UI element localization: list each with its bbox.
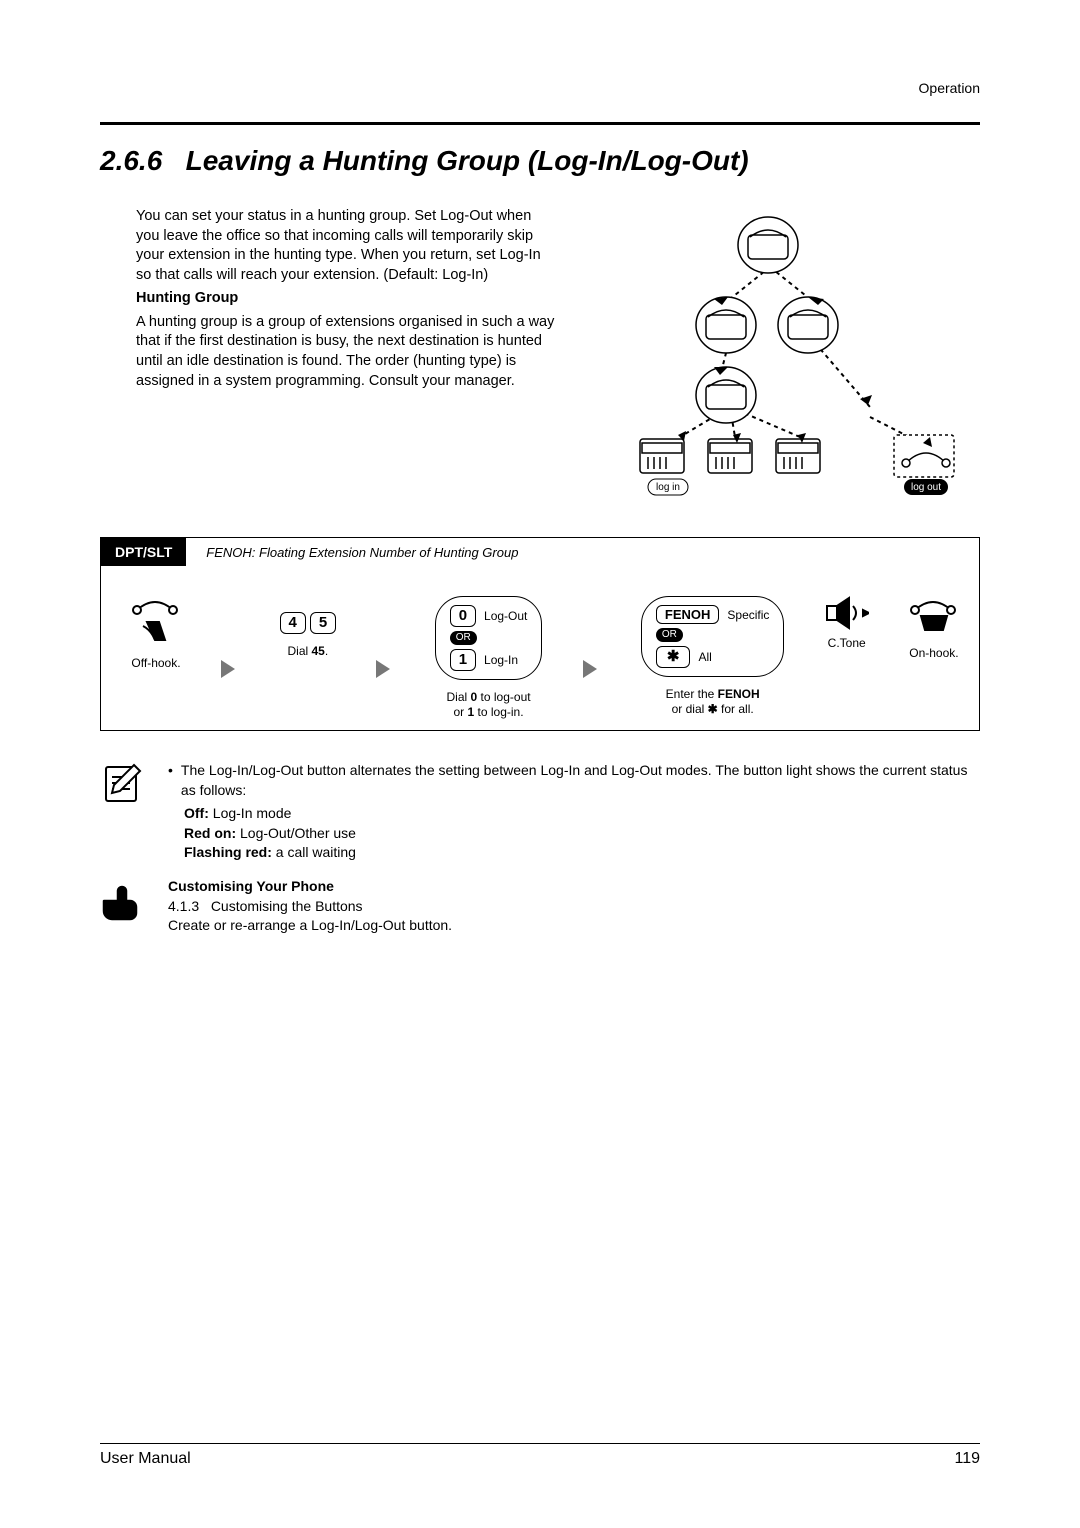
logout-label: log out xyxy=(911,482,941,493)
or-pill: OR xyxy=(450,631,477,645)
note-redon-label: Red on: xyxy=(184,825,236,841)
login-label: log in xyxy=(656,482,680,493)
note-redon-text: Log-Out/Other use xyxy=(236,825,356,841)
label-all: All xyxy=(698,650,711,664)
speaker-icon xyxy=(825,596,869,630)
keycap-0: 0 xyxy=(450,605,476,627)
arrow-icon xyxy=(221,660,239,683)
keycap-1: 1 xyxy=(450,649,476,671)
or-pill: OR xyxy=(656,628,683,642)
onhook-caption: On-hook. xyxy=(909,646,958,661)
dial01-caption: Dial 0 to log-out or 1 to log-in. xyxy=(447,690,531,720)
step-ctone: C.Tone xyxy=(825,596,869,650)
step-logout-login: 0 Log-Out OR 1 Log-In Dial 0 to log-out … xyxy=(435,596,543,720)
onhook-icon xyxy=(909,596,959,636)
step-onhook: On-hook. xyxy=(909,596,959,661)
keycap-fenoh: FENOH xyxy=(656,605,720,624)
customising-text: Create or re-arrange a Log-In/Log-Out bu… xyxy=(168,916,452,936)
procedure-subtitle: FENOH: Floating Extension Number of Hunt… xyxy=(206,545,518,560)
step-fenoh: FENOH Specific OR ✱ All Enter the FENOH … xyxy=(641,596,785,717)
page-footer: User Manual 119 xyxy=(100,1443,980,1468)
arrow-icon xyxy=(583,660,601,683)
customising-heading: Customising Your Phone xyxy=(168,877,452,897)
hunting-group-diagram: log in log out xyxy=(580,207,980,507)
note-block: • The Log-In/Log-Out button alternates t… xyxy=(100,761,980,863)
intro-paragraph: You can set your status in a hunting gro… xyxy=(136,207,556,285)
note-lead-text: The Log-In/Log-Out button alternates the… xyxy=(181,761,980,800)
fenoh-caption: Enter the FENOH or dial ✱ for all. xyxy=(666,687,760,717)
note-flash-text: a call waiting xyxy=(272,844,356,860)
section-title-text: Leaving a Hunting Group (Log-In/Log-Out) xyxy=(186,145,749,176)
section-number: 2.6.6 xyxy=(100,145,162,176)
footer-left: User Manual xyxy=(100,1450,191,1468)
customising-block: Customising Your Phone 4.1.3 Customising… xyxy=(100,877,980,936)
notepad-icon xyxy=(100,761,150,863)
step-dial-45: 4 5 Dial 45. xyxy=(280,596,337,659)
procedure-box: DPT/SLT FENOH: Floating Extension Number… xyxy=(100,537,980,731)
hunting-group-paragraph: A hunting group is a group of extensions… xyxy=(136,313,556,391)
step-offhook: Off-hook. xyxy=(131,596,181,671)
hunting-group-heading: Hunting Group xyxy=(136,290,238,306)
note-flash-label: Flashing red: xyxy=(184,844,272,860)
label-specific: Specific xyxy=(727,608,769,622)
note-off-label: Off: xyxy=(184,805,209,821)
keycap-star: ✱ xyxy=(656,646,691,668)
customising-ref-title: Customising the Buttons xyxy=(211,898,363,914)
dial45-caption: Dial 45. xyxy=(287,644,328,659)
keycap-4: 4 xyxy=(280,612,306,634)
bullet: • xyxy=(168,761,173,800)
label-login: Log-In xyxy=(484,653,518,667)
ctone-label: C.Tone xyxy=(828,636,866,650)
customising-ref: 4.1.3 xyxy=(168,898,199,914)
label-logout: Log-Out xyxy=(484,609,527,623)
offhook-icon xyxy=(131,596,181,646)
arrow-icon xyxy=(376,660,394,683)
footer-page-number: 119 xyxy=(954,1450,980,1468)
note-off-text: Log-In mode xyxy=(209,805,292,821)
pointing-hand-icon xyxy=(100,877,150,936)
phone-type-label: DPT/SLT xyxy=(101,538,186,566)
intro-text-block: You can set your status in a hunting gro… xyxy=(136,207,556,507)
section-title: 2.6.6 Leaving a Hunting Group (Log-In/Lo… xyxy=(100,145,980,177)
keycap-5: 5 xyxy=(310,612,336,634)
running-header: Operation xyxy=(919,80,980,96)
header-rule xyxy=(100,122,980,125)
offhook-caption: Off-hook. xyxy=(131,656,180,671)
